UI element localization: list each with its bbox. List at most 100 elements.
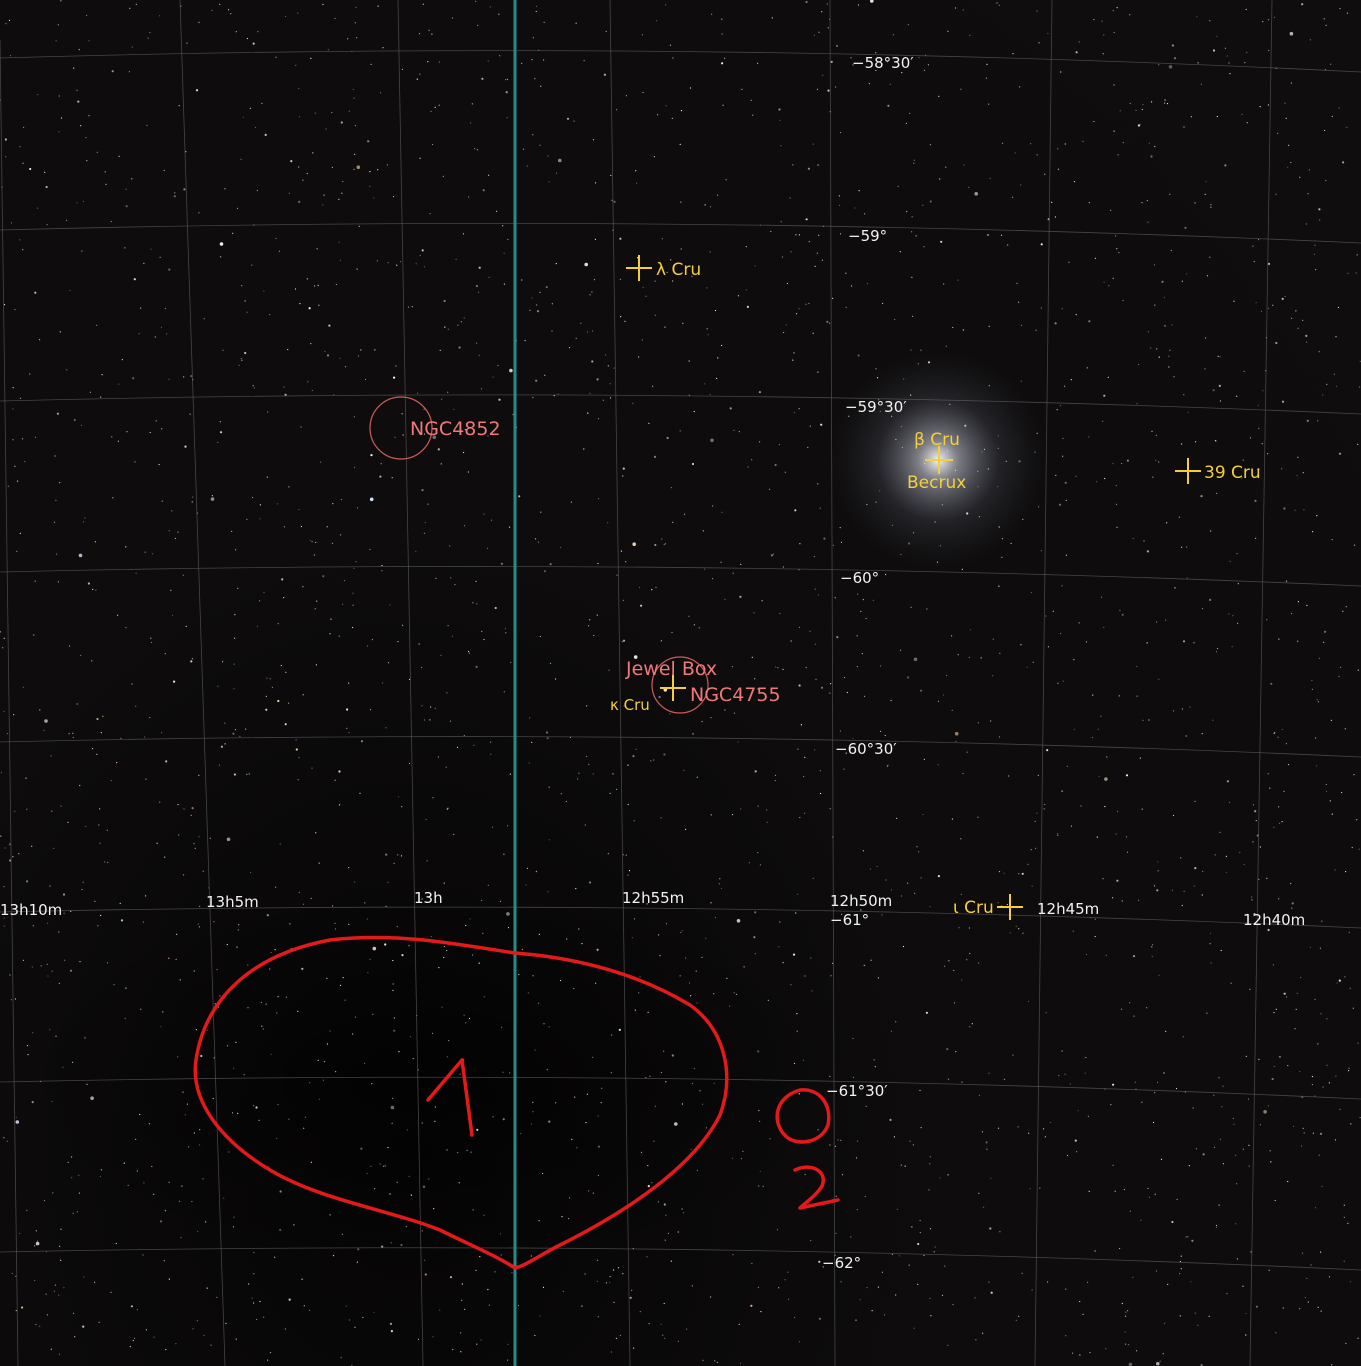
background-star (683, 769, 685, 771)
star-beta-cru[interactable]: β Cru Becrux (907, 430, 966, 493)
background-star (1266, 877, 1268, 879)
background-star (1185, 1236, 1187, 1238)
background-star (784, 1279, 786, 1281)
background-star (596, 614, 598, 616)
background-star (1335, 1075, 1337, 1077)
background-star (507, 1359, 509, 1361)
background-star (615, 1337, 618, 1339)
background-star (1075, 51, 1078, 54)
background-star (39, 339, 41, 341)
background-star (985, 1141, 988, 1144)
background-star (670, 1260, 672, 1262)
background-star (753, 936, 756, 939)
background-star (284, 393, 287, 396)
background-star (1338, 107, 1340, 109)
background-star (318, 1098, 321, 1100)
star-iota-cru[interactable]: ι Cru (953, 894, 1023, 920)
background-star (809, 630, 811, 632)
background-star (817, 594, 820, 596)
background-star (818, 1317, 822, 1320)
background-star (19, 1232, 21, 1234)
background-star (251, 264, 253, 266)
star-kappa-cru[interactable]: κ Cru (610, 675, 686, 714)
background-star (835, 1232, 837, 1234)
background-star (212, 1097, 214, 1100)
background-star (841, 1174, 844, 1176)
background-star (1348, 931, 1350, 934)
dso-ngc4852[interactable]: NGC4852 (369, 396, 501, 460)
background-star (757, 1050, 760, 1053)
background-star (770, 230, 772, 233)
background-star (7, 485, 9, 487)
background-star (1119, 1247, 1121, 1250)
background-star (545, 286, 548, 289)
background-star (1209, 598, 1212, 602)
background-star (1164, 325, 1166, 327)
background-star (306, 278, 308, 280)
background-star (814, 749, 816, 751)
background-star (288, 702, 290, 704)
background-star (677, 1340, 680, 1342)
background-star (722, 104, 724, 106)
background-star (1007, 244, 1009, 246)
background-star (10, 222, 13, 224)
background-star (1065, 499, 1067, 501)
background-star (1316, 515, 1318, 517)
background-star (807, 446, 809, 448)
background-star (385, 727, 387, 729)
background-star (126, 431, 128, 433)
background-star (705, 937, 707, 939)
dso-jewel-box[interactable]: Jewel Box NGC4755 (625, 656, 781, 714)
background-star (654, 1105, 657, 1107)
background-star (317, 1059, 319, 1061)
background-star (607, 853, 609, 855)
background-star (738, 1323, 740, 1325)
background-star (1359, 386, 1361, 388)
background-star (784, 471, 786, 473)
background-star (1197, 1324, 1199, 1326)
star-39-cru[interactable]: 39 Cru (1175, 458, 1261, 484)
background-star (39, 709, 41, 711)
background-star (588, 625, 590, 627)
background-star (521, 279, 523, 281)
background-star (421, 1230, 423, 1232)
background-star (179, 979, 181, 981)
background-star (775, 666, 777, 668)
background-star (1094, 1250, 1096, 1252)
background-star (494, 606, 497, 610)
background-star (230, 13, 232, 15)
background-star (354, 22, 356, 24)
background-star (859, 1299, 861, 1301)
background-star (821, 259, 824, 261)
background-star (14, 998, 17, 1000)
background-star (999, 652, 1001, 654)
background-star (555, 263, 557, 265)
background-star (640, 1151, 643, 1153)
background-star (332, 905, 334, 907)
background-star (53, 1290, 56, 1292)
background-star (781, 256, 784, 258)
crosshair-icon (925, 446, 953, 474)
background-star (81, 888, 83, 891)
background-star (343, 580, 346, 582)
background-star (953, 969, 955, 972)
background-star (175, 1343, 177, 1345)
background-star (47, 975, 49, 977)
background-star (1273, 826, 1275, 828)
background-star (1258, 239, 1260, 241)
circle-icon (369, 396, 433, 460)
background-star (441, 1006, 443, 1008)
background-star (955, 740, 957, 742)
background-star (1224, 164, 1227, 167)
background-star (701, 720, 703, 723)
background-star (72, 1312, 75, 1314)
background-star (294, 288, 297, 290)
background-star (392, 1097, 394, 1099)
background-star (393, 1017, 395, 1019)
background-star (1299, 1308, 1301, 1310)
background-star (419, 157, 421, 159)
background-star (1126, 851, 1129, 853)
background-star (73, 67, 75, 69)
background-star (339, 984, 342, 987)
star-lambda-cru[interactable]: λ Cru (626, 255, 701, 281)
